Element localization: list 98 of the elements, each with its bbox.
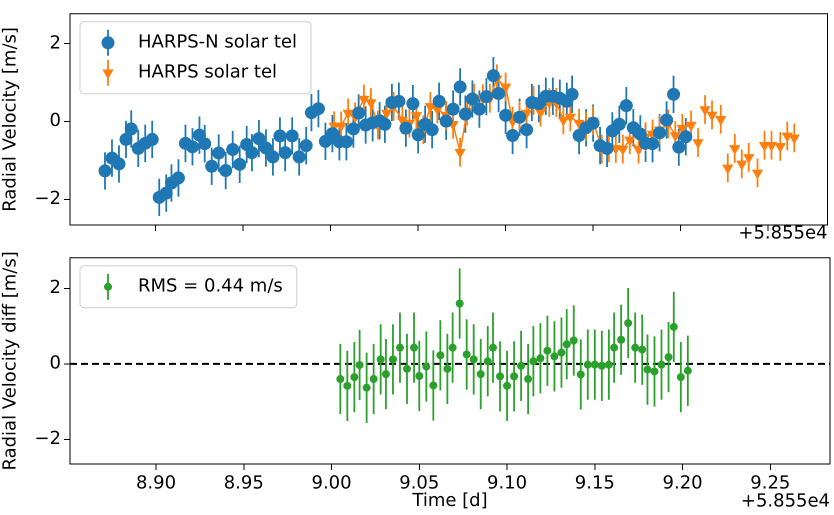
point bbox=[350, 373, 358, 382]
point bbox=[558, 116, 569, 126]
point bbox=[382, 370, 390, 378]
point bbox=[410, 112, 422, 122]
point bbox=[604, 360, 613, 369]
y-axis-title: Radial Velocity diff [m/s] bbox=[0, 251, 20, 471]
point bbox=[403, 364, 411, 373]
point bbox=[564, 114, 576, 124]
point bbox=[631, 344, 640, 352]
point bbox=[422, 362, 430, 371]
point bbox=[598, 362, 606, 370]
point bbox=[500, 84, 512, 94]
point bbox=[443, 364, 452, 373]
y-tick-label: 2 bbox=[50, 32, 61, 54]
point bbox=[576, 370, 585, 378]
point bbox=[410, 344, 418, 352]
annotation: +5.855e4 bbox=[738, 222, 828, 244]
x-tick-label: 8.90 bbox=[136, 472, 176, 494]
x-tick-label: 9.15 bbox=[574, 472, 615, 494]
point bbox=[782, 132, 793, 142]
point bbox=[448, 344, 457, 352]
y-tick-label: 0 bbox=[50, 352, 61, 374]
point bbox=[524, 375, 532, 384]
point bbox=[722, 164, 734, 174]
point bbox=[715, 116, 726, 126]
point bbox=[584, 360, 592, 369]
point bbox=[362, 384, 371, 392]
point bbox=[557, 348, 566, 357]
point bbox=[381, 110, 392, 120]
point bbox=[664, 353, 673, 362]
point bbox=[470, 355, 478, 364]
point bbox=[658, 360, 666, 369]
x-tick-label: 8.95 bbox=[224, 472, 264, 494]
point bbox=[476, 370, 485, 378]
point bbox=[643, 366, 652, 374]
point bbox=[684, 366, 692, 375]
y-tick-label: −2 bbox=[34, 188, 61, 209]
point bbox=[496, 372, 504, 380]
point bbox=[570, 336, 578, 345]
text: +5.855e4 bbox=[740, 490, 830, 512]
point bbox=[336, 122, 347, 132]
point bbox=[638, 346, 646, 354]
point bbox=[510, 372, 518, 380]
point bbox=[670, 132, 681, 142]
point bbox=[624, 319, 632, 328]
y-tick-label: 2 bbox=[50, 277, 61, 298]
point bbox=[517, 362, 526, 370]
point bbox=[590, 360, 599, 369]
legend-label: HARPS-N solar tel bbox=[138, 31, 297, 52]
point bbox=[356, 361, 364, 370]
point bbox=[503, 382, 512, 390]
point bbox=[706, 112, 718, 122]
point bbox=[536, 354, 544, 362]
point bbox=[454, 149, 466, 159]
point bbox=[670, 322, 678, 331]
y-axis-title: Radial Velocity [m/s] bbox=[0, 27, 20, 212]
point bbox=[429, 381, 438, 390]
point bbox=[396, 344, 404, 352]
point bbox=[376, 355, 385, 364]
point bbox=[736, 160, 748, 170]
point bbox=[484, 357, 492, 366]
point bbox=[774, 143, 786, 153]
point bbox=[729, 145, 740, 155]
point bbox=[650, 367, 658, 376]
point bbox=[336, 375, 344, 384]
point bbox=[743, 154, 754, 164]
legend-label: RMS = 0.44 m/s bbox=[138, 275, 283, 296]
point bbox=[610, 344, 618, 352]
point bbox=[365, 99, 377, 109]
point bbox=[685, 122, 697, 132]
point bbox=[456, 299, 464, 308]
point bbox=[370, 375, 378, 384]
x-tick-label: 9.20 bbox=[662, 472, 703, 494]
legend-label: HARPS solar tel bbox=[138, 61, 278, 82]
point bbox=[617, 336, 626, 344]
point bbox=[415, 372, 424, 380]
x-tick-label: 9.10 bbox=[487, 472, 528, 494]
point bbox=[489, 344, 498, 352]
point bbox=[692, 139, 704, 150]
point bbox=[343, 382, 352, 390]
point bbox=[529, 357, 538, 366]
point bbox=[388, 355, 397, 364]
x-tick-label: 9.25 bbox=[750, 472, 790, 494]
y-tick-label: −2 bbox=[34, 428, 61, 450]
point bbox=[752, 170, 764, 180]
point bbox=[624, 136, 636, 146]
point bbox=[550, 352, 558, 360]
y-tick-label: 0 bbox=[50, 110, 61, 132]
point bbox=[358, 96, 370, 106]
point bbox=[562, 340, 571, 348]
point bbox=[788, 134, 800, 144]
point bbox=[342, 110, 354, 120]
point bbox=[699, 106, 711, 116]
point bbox=[543, 346, 552, 355]
point bbox=[676, 373, 685, 382]
x-tick-label: 9.00 bbox=[311, 472, 352, 494]
point bbox=[436, 351, 444, 360]
point bbox=[462, 350, 471, 358]
